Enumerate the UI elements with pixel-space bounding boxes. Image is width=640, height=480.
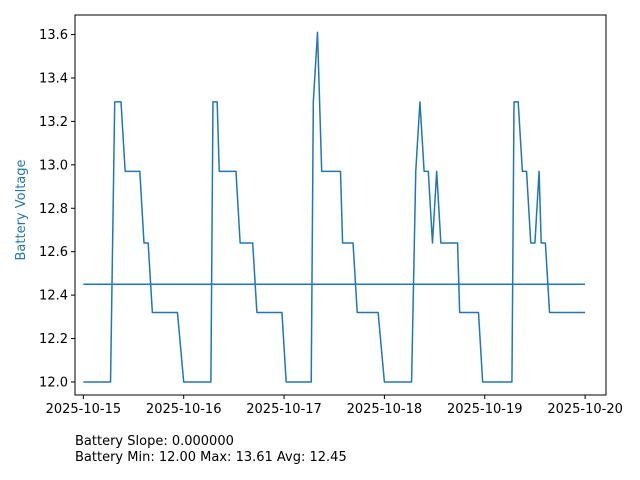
plot-lines [83, 31, 586, 383]
y-tick-label: 13.6 [39, 28, 68, 43]
x-tick-label: 2025-10-15 [46, 402, 122, 417]
plot-frame [74, 14, 607, 396]
x-tick-label: 2025-10-20 [547, 402, 623, 417]
y-axis-ticks: 12.0 12.2 12.4 12.6 12.8 13.0 13.2 13.4 13.6 [39, 28, 75, 390]
y-tick-label: 12.6 [39, 245, 68, 260]
battery-slope-text: Battery Slope: 0.000000 [75, 434, 234, 449]
battery-stats-text: Battery Min: 12.00 Max: 13.61 Avg: 12.45 [75, 450, 347, 465]
y-tick-label: 13.0 [39, 158, 68, 173]
y-tick-label: 12.2 [39, 332, 68, 347]
y-tick-label: 12.4 [39, 289, 68, 304]
x-tick-label: 2025-10-19 [447, 402, 523, 417]
battery-voltage-line [83, 31, 586, 383]
y-tick-label: 13.2 [39, 115, 68, 130]
y-tick-label: 12.0 [39, 375, 68, 390]
y-axis-label: Battery Voltage [14, 159, 29, 260]
x-tick-label: 2025-10-18 [347, 402, 423, 417]
x-tick-label: 2025-10-16 [146, 402, 222, 417]
y-tick-label: 13.4 [39, 71, 68, 86]
x-axis-ticks: 2025-10-15 2025-10-16 2025-10-17 2025-10-18… [46, 395, 623, 417]
x-tick-label: 2025-10-17 [246, 402, 322, 417]
y-tick-label: 12.8 [39, 202, 68, 217]
